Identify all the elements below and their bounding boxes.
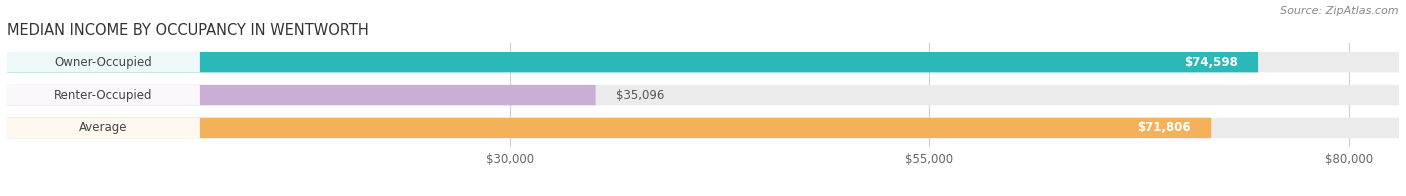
FancyBboxPatch shape	[7, 118, 1399, 138]
FancyBboxPatch shape	[7, 118, 200, 138]
Text: Owner-Occupied: Owner-Occupied	[55, 56, 152, 69]
Text: $35,096: $35,096	[616, 89, 664, 102]
Text: Renter-Occupied: Renter-Occupied	[55, 89, 153, 102]
FancyBboxPatch shape	[7, 52, 200, 72]
FancyBboxPatch shape	[7, 52, 1258, 72]
FancyBboxPatch shape	[7, 85, 200, 105]
Text: Average: Average	[79, 122, 128, 134]
Text: MEDIAN INCOME BY OCCUPANCY IN WENTWORTH: MEDIAN INCOME BY OCCUPANCY IN WENTWORTH	[7, 23, 368, 38]
FancyBboxPatch shape	[7, 52, 1399, 72]
FancyBboxPatch shape	[7, 85, 1399, 105]
FancyBboxPatch shape	[7, 118, 1211, 138]
FancyBboxPatch shape	[7, 85, 596, 105]
Text: $74,598: $74,598	[1184, 56, 1237, 69]
Text: Source: ZipAtlas.com: Source: ZipAtlas.com	[1281, 6, 1399, 16]
Text: $71,806: $71,806	[1137, 122, 1191, 134]
